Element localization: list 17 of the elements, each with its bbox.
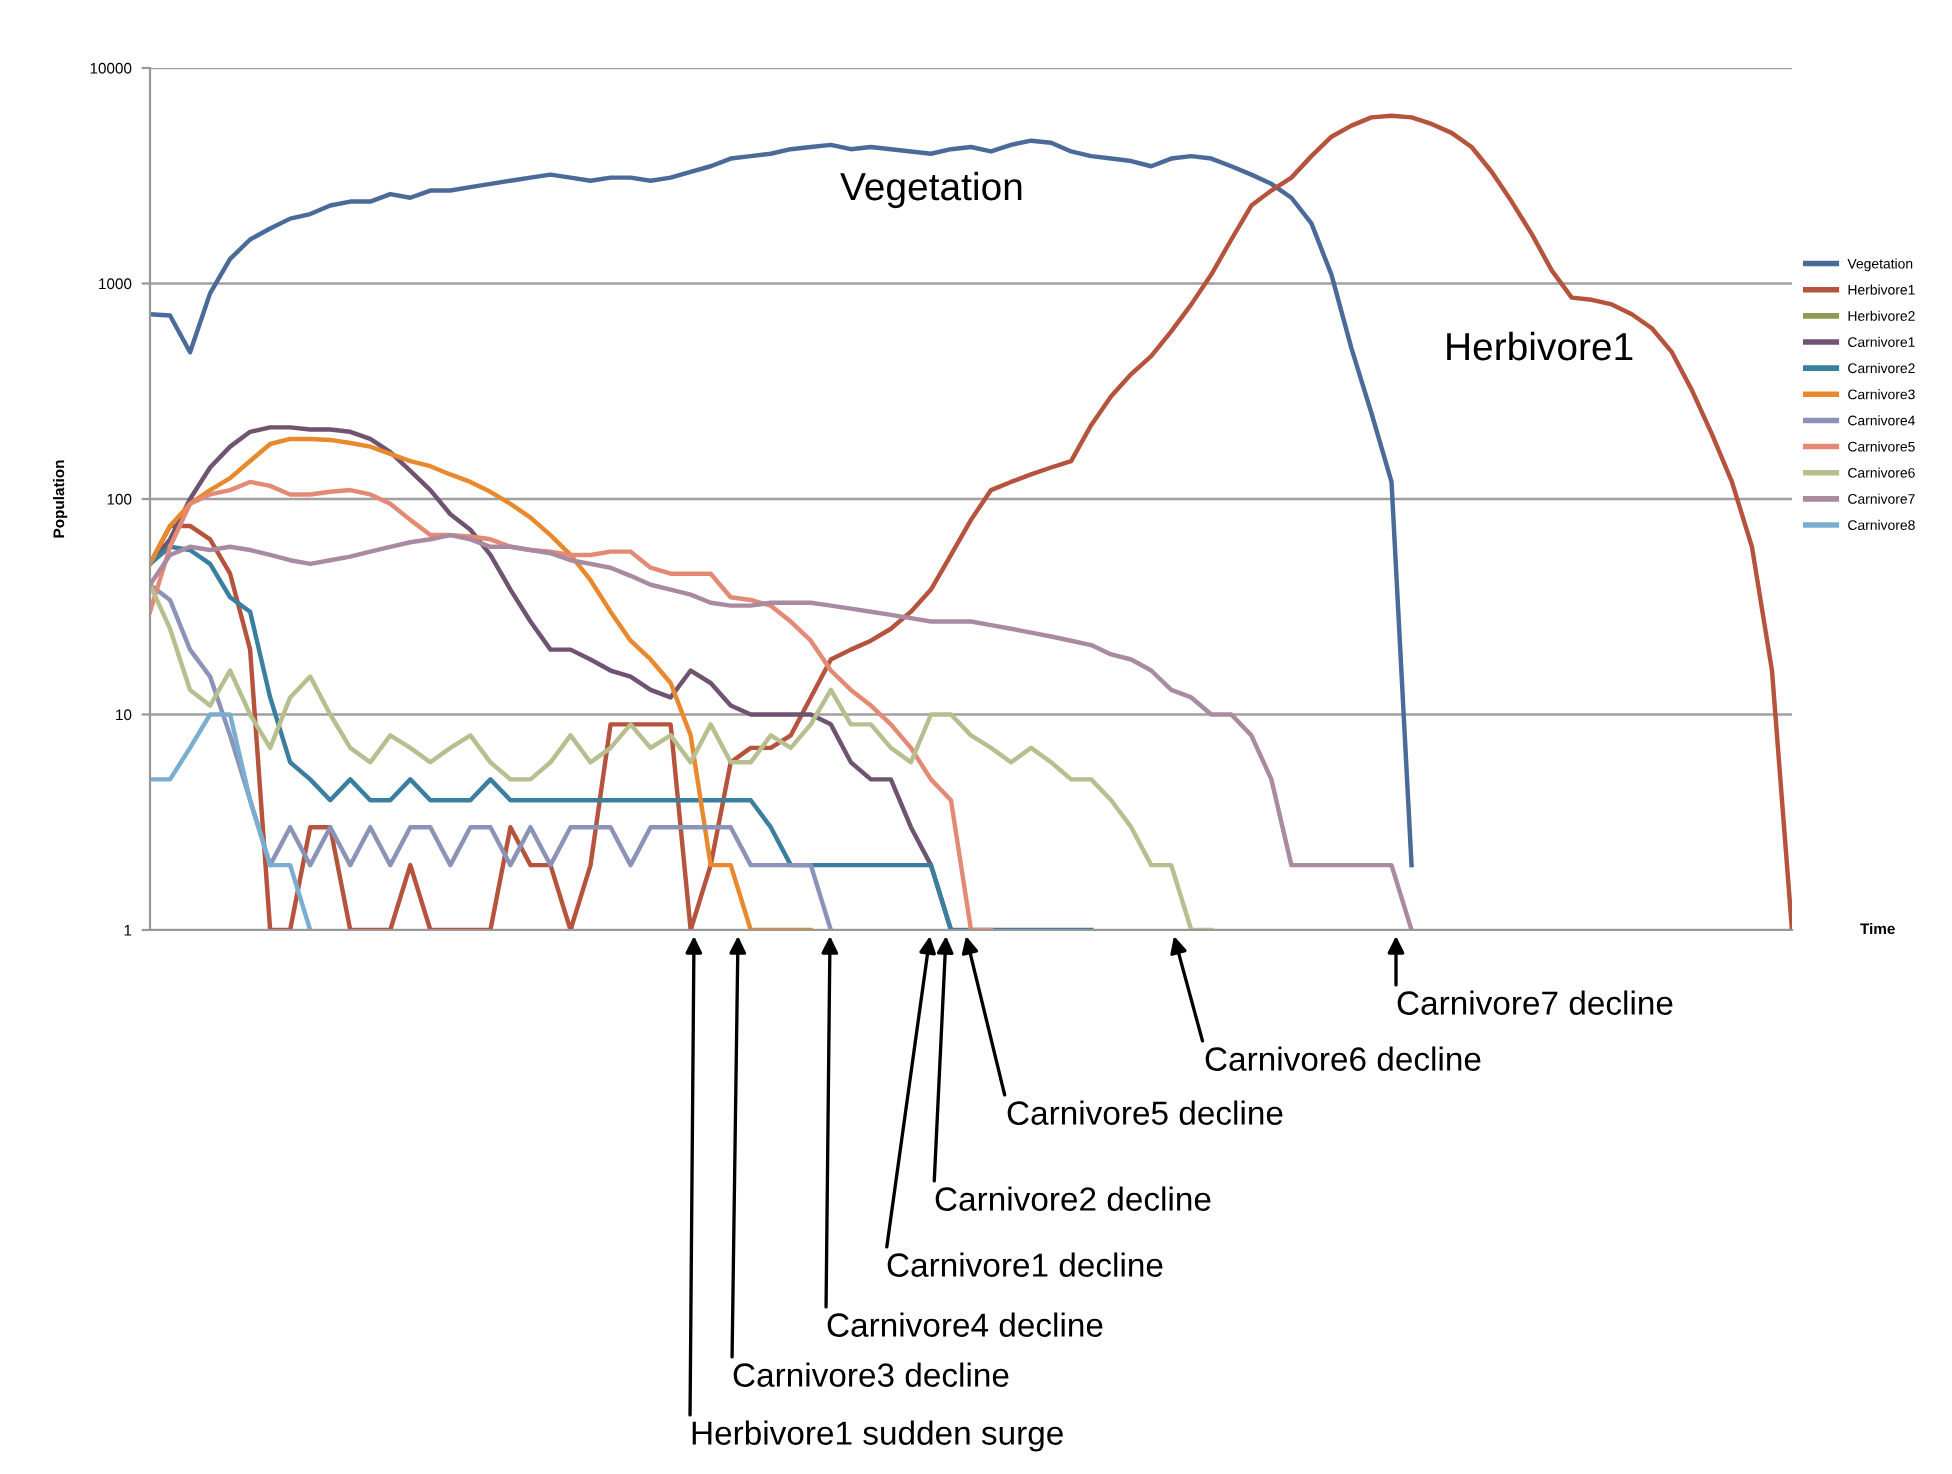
line-series: [150, 582, 834, 930]
text: Carnivore6 decline: [1205, 1046, 1481, 1071]
text: Carnivore1 decline: [887, 1252, 1163, 1277]
line-series: [150, 138, 1414, 868]
line-series: [150, 532, 1414, 930]
text: Carnivore5 decline: [1007, 1100, 1283, 1125]
line-series: [150, 582, 1214, 930]
line-series: [150, 544, 1094, 930]
annotation: Herbivore1: [1447, 331, 1633, 361]
line-series: [150, 436, 814, 930]
line-series: [150, 712, 313, 930]
text: Carnivore3 decline: [733, 1362, 1009, 1387]
text: Carnivore2 decline: [935, 1186, 1211, 1211]
text: Carnivore7 decline: [1397, 990, 1673, 1015]
annotation: Vegetation: [840, 171, 1022, 209]
text: Carnivore4 decline: [827, 1312, 1103, 1337]
text: Herbivore1 sudden surge: [692, 1420, 1063, 1452]
